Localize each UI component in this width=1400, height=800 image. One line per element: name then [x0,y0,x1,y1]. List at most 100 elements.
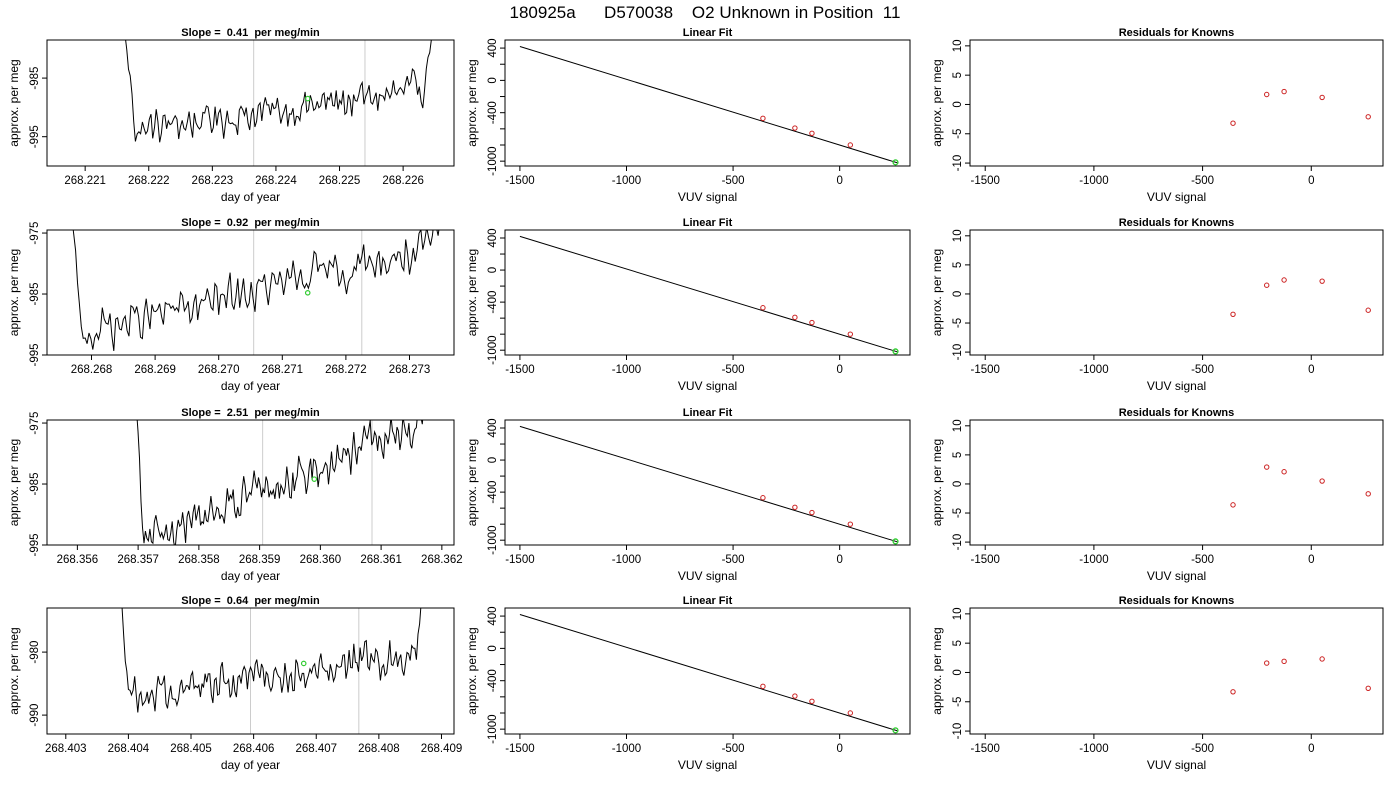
known-point [847,331,854,337]
y-tick-label: -400 [487,481,499,504]
y-tick-label: 10 [952,39,964,52]
x-tick-label: -1000 [1079,364,1108,376]
y-tick-label: -5 [952,318,964,328]
linear-fit-1: Linear Fit VUV signal approx. per meg -1500… [465,27,911,204]
residual-point [1230,502,1236,508]
residual-point [1319,656,1325,662]
panel-title: Residuals for Knowns [1119,217,1235,229]
plot-area [519,425,899,545]
x-tick-label: 268.362 [421,554,463,566]
x-tick-label: -1500 [971,175,1000,187]
x-axis-label: VUV signal [1147,379,1206,393]
x-tick-label: 268.357 [117,554,159,566]
x-tick-label: 268.222 [128,175,170,187]
time-series-3: Slope = 2.51 per meg/min day of year appro… [7,407,463,583]
x-tick-label: 268.405 [170,743,212,755]
known-point [760,305,766,311]
x-tick-label: 268.221 [64,175,106,187]
y-tick-label: 400 [487,38,499,57]
residual-point [1230,120,1236,126]
plot-area [519,235,899,355]
y-axis-label: approx. per meg [930,59,944,146]
x-tick-label: -500 [722,175,745,187]
signal-trace [72,230,440,351]
x-tick-label: -500 [1191,743,1214,755]
known-point [847,710,854,716]
linear-fit-3: Linear Fit VUV signal approx. per meg -1500… [465,407,911,583]
x-tick-label: -1000 [612,175,641,187]
known-point [847,142,854,148]
fit-line [519,45,898,164]
y-axis-label: approx. per meg [465,627,479,714]
residual-point [1264,660,1270,666]
x-tick-label: -500 [722,554,745,566]
x-tick-label: 268.403 [45,743,87,755]
plot-frame [46,39,455,167]
x-axis-label: day of year [221,379,280,393]
signal-trace [121,608,422,713]
y-tick-label: -10 [952,723,964,740]
x-tick-label: -1000 [1079,743,1108,755]
x-axis-label: VUV signal [1147,758,1206,772]
x-tick-label: 0 [836,175,842,187]
y-axis-label: approx. per meg [7,439,21,526]
y-tick-label: -995 [29,125,41,148]
y-tick-label: -1000 [487,335,499,364]
y-tick-label: -400 [487,669,499,692]
y-tick-label: 0 [952,291,964,297]
residual-point [1319,278,1325,284]
y-tick-label: 400 [487,418,499,437]
y-axis-label: approx. per meg [7,59,21,146]
plot-frame [504,229,911,356]
y-tick-label: 0 [952,481,964,487]
x-tick-label: 0 [1308,364,1314,376]
x-axis-label: VUV signal [1147,190,1206,204]
known-point [809,130,815,136]
known-point [792,314,798,321]
plot-frame [969,229,1384,356]
unknown-point [892,538,899,545]
x-tick-label: 268.408 [358,743,400,755]
panel-title: Slope = 0.92 per meg/min [181,217,320,229]
x-tick-label: 0 [1308,743,1314,755]
y-axis-label: approx. per meg [930,439,944,526]
y-tick-label: -400 [487,101,499,124]
known-point [760,115,766,122]
x-tick-label: 268.407 [295,743,337,755]
y-tick-label: -400 [487,291,499,314]
residual-point [1264,91,1270,98]
y-tick-label: -980 [29,641,41,664]
x-tick-label: -1000 [1079,175,1108,187]
y-tick-label: 5 [952,72,964,78]
residuals-2: Residuals for Knowns VUV signal approx. pe… [930,217,1384,393]
unknown-point [892,159,899,166]
known-point [760,495,766,501]
y-tick-label: 0 [952,669,964,675]
x-tick-label: -1500 [971,743,1000,755]
plot-area [1230,656,1371,695]
x-axis-label: VUV signal [678,569,737,583]
y-tick-label: 400 [487,228,499,247]
plot-area [136,420,424,545]
x-tick-label: 268.409 [421,743,463,755]
x-tick-label: -1000 [612,364,641,376]
y-tick-label: -1000 [487,525,499,554]
time-series-1: Slope = 0.41 per meg/min day of year appro… [7,27,455,204]
y-tick-label: 5 [952,262,964,268]
plot-area [1230,464,1371,508]
y-tick-label: 10 [952,229,964,242]
y-tick-label: -10 [952,155,964,172]
time-series-4: Slope = 0.64 per meg/min day of year appro… [7,595,463,772]
x-tick-label: 268.406 [233,743,275,755]
y-tick-label: -1000 [487,714,499,743]
x-tick-label: -1500 [505,175,534,187]
y-tick-label: -985 [29,283,41,306]
y-tick-label: 10 [952,607,964,620]
y-axis-label: approx. per meg [7,249,21,336]
known-point [792,125,798,131]
y-tick-label: -995 [29,343,41,366]
x-axis-label: VUV signal [1147,569,1206,583]
x-tick-label: 268.224 [255,175,297,187]
plot-frame [969,419,1384,546]
